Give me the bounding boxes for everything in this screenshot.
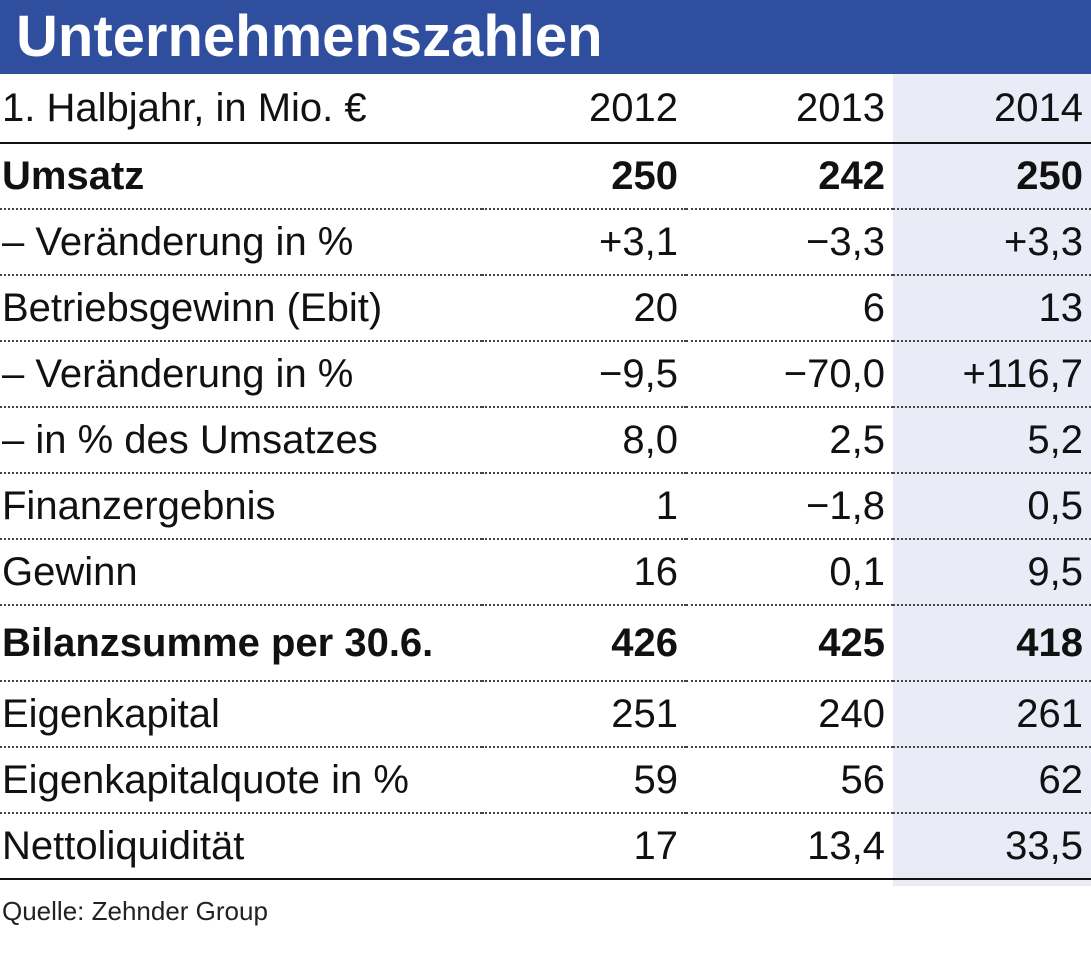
cell-2013: 13,4 [686, 813, 893, 880]
source-note: Quelle: Zehnder Group [2, 896, 268, 926]
cell-2013: −1,8 [686, 473, 893, 540]
cell-2013: 0,1 [686, 539, 893, 606]
row-label: Bilanzsumme per 30.6. [0, 605, 482, 682]
table-row-ebit-marge: – in % des Umsatzes 8,0 2,5 5,2 [0, 407, 1091, 474]
table-row-finanzergebnis: Finanzergebnis 1 −1,8 0,5 [0, 473, 1091, 540]
cell-2012: 251 [482, 681, 686, 748]
cell-2013: 56 [686, 747, 893, 814]
cell-2014: 418 [893, 605, 1091, 682]
cell-2014: 0,5 [893, 473, 1091, 540]
table-row-ebit-veraenderung: – Veränderung in % −9,5 −70,0 +116,7 [0, 341, 1091, 408]
row-label: Gewinn [0, 539, 482, 606]
header-year-2013: 2013 [686, 74, 893, 144]
cell-2012: −9,5 [482, 341, 686, 408]
row-label: Betriebsgewinn (Ebit) [0, 275, 482, 342]
table-row-eigenkapitalquote: Eigenkapitalquote in % 59 56 62 [0, 747, 1091, 814]
cell-2014: 33,5 [893, 813, 1091, 880]
table-row-umsatz-veraenderung: – Veränderung in % +3,1 −3,3 +3,3 [0, 209, 1091, 276]
cell-2014: 250 [893, 143, 1091, 210]
table-row-eigenkapital: Eigenkapital 251 240 261 [0, 681, 1091, 748]
cell-2012: 8,0 [482, 407, 686, 474]
cell-2013: 6 [686, 275, 893, 342]
row-label: – Veränderung in % [0, 209, 482, 276]
cell-2014: 9,5 [893, 539, 1091, 606]
cell-2012: 17 [482, 813, 686, 880]
cell-2013: 242 [686, 143, 893, 210]
cell-2014: 5,2 [893, 407, 1091, 474]
cell-2014: 261 [893, 681, 1091, 748]
header-label: 1. Halbjahr, in Mio. € [0, 74, 482, 144]
table-row-bilanzsumme: Bilanzsumme per 30.6. 426 425 418 [0, 605, 1091, 682]
cell-2012: 250 [482, 143, 686, 210]
table-row-ebit: Betriebsgewinn (Ebit) 20 6 13 [0, 275, 1091, 342]
row-label: Eigenkapital [0, 681, 482, 748]
table-row-gewinn: Gewinn 16 0,1 9,5 [0, 539, 1091, 606]
header-year-2014: 2014 [893, 74, 1091, 144]
header-year-2012: 2012 [482, 74, 686, 144]
row-label: – in % des Umsatzes [0, 407, 482, 474]
cell-2014: 13 [893, 275, 1091, 342]
row-label: – Veränderung in % [0, 341, 482, 408]
cell-2012: 20 [482, 275, 686, 342]
cell-2013: 240 [686, 681, 893, 748]
title-bar: Unternehmenszahlen [0, 0, 1091, 74]
row-label: Finanzergebnis [0, 473, 482, 540]
cell-2014: 62 [893, 747, 1091, 814]
table-row-nettoliquiditaet: Nettoliquidität 17 13,4 33,5 [0, 813, 1091, 880]
cell-2012: 16 [482, 539, 686, 606]
cell-2012: 59 [482, 747, 686, 814]
page-title: Unternehmenszahlen [16, 4, 603, 69]
cell-2013: −3,3 [686, 209, 893, 276]
cell-2012: +3,1 [482, 209, 686, 276]
cell-2013: 2,5 [686, 407, 893, 474]
cell-2013: 425 [686, 605, 893, 682]
cell-2014: +116,7 [893, 341, 1091, 408]
cell-2012: 1 [482, 473, 686, 540]
cell-2012: 426 [482, 605, 686, 682]
table-header-row: 1. Halbjahr, in Mio. € 2012 2013 2014 [0, 74, 1091, 144]
table-row-umsatz: Umsatz 250 242 250 [0, 143, 1091, 210]
cell-2013: −70,0 [686, 341, 893, 408]
financials-table: 1. Halbjahr, in Mio. € 2012 2013 2014 Um… [0, 74, 1091, 880]
cell-2014: +3,3 [893, 209, 1091, 276]
row-label: Nettoliquidität [0, 813, 482, 880]
row-label: Umsatz [0, 143, 482, 210]
row-label: Eigenkapitalquote in % [0, 747, 482, 814]
